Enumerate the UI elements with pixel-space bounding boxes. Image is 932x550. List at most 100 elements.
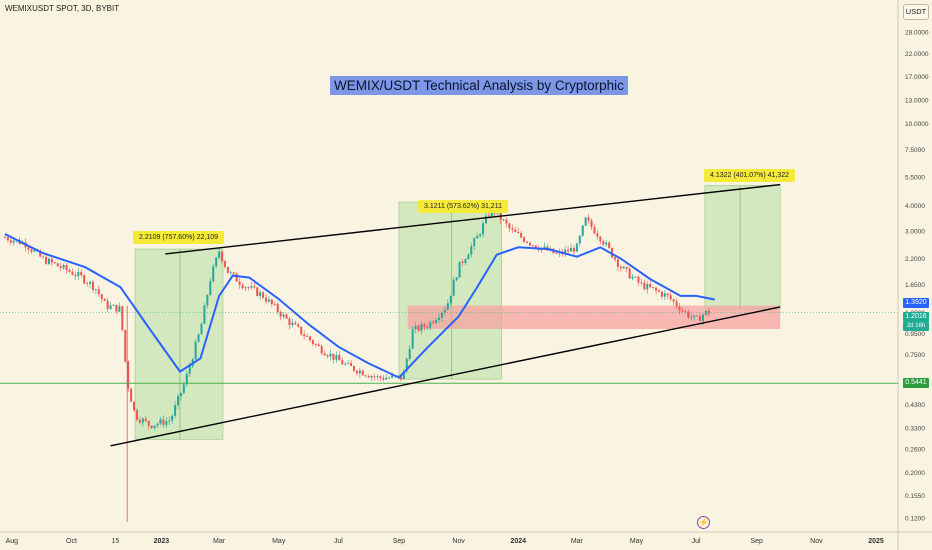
candle-body [235,273,238,282]
candle-body [311,340,314,345]
x-tick-label: Nov [810,538,823,545]
y-tick-label: 22.0000 [905,51,929,58]
candle-body [458,261,461,278]
x-tick-label: 15 [112,538,120,545]
candle-body [446,303,449,310]
candle-body [100,294,103,300]
candle-body [669,295,672,300]
candle-body [370,376,373,378]
candle-body [643,282,646,290]
candle-body [127,361,130,389]
candle-body [133,401,136,411]
candle-body [276,304,279,312]
candle-body [382,377,385,380]
currency-button[interactable]: USDT [903,4,929,20]
candle-body [209,281,212,295]
candle-body [109,305,112,309]
candle-body [473,238,476,247]
candle-body [47,258,50,264]
candle-body [528,242,531,246]
candle-body [593,227,596,234]
candle-body [141,418,144,423]
candle-body [484,215,487,224]
axes: 36.000028.000022.000017.000013.000010.00… [6,7,929,545]
candle-body [147,420,150,426]
candle-body [306,336,309,337]
candle-body [350,362,353,367]
candle-body [218,251,221,258]
candle-body [352,366,355,371]
candle-body [687,311,690,318]
candle-body [379,376,382,378]
candle-body [570,247,573,252]
candle-body [326,355,329,357]
x-tick-label: May [630,538,644,545]
candle-body [417,325,420,331]
candle-body [86,283,89,285]
candle-body [71,271,74,275]
candle-body [329,353,332,357]
candle-body [526,241,529,243]
candle-body [244,287,247,289]
upper-trendline [165,183,781,255]
candle-body [373,376,376,377]
candle-body [97,289,100,295]
candle-body [631,276,634,279]
candle-body [241,284,244,289]
candles [4,203,710,522]
candle-body [232,272,235,274]
candle-body [649,283,652,288]
y-tick-label: 0.1550 [905,493,925,500]
candle-body [215,257,218,267]
candle-body [226,266,229,274]
demand-zone [407,305,781,329]
candle-body [511,228,514,230]
lightning-icon[interactable]: ⚡ [697,516,710,529]
x-tick-label: Mar [571,538,584,545]
candle-body [303,334,306,337]
candle-body [112,304,115,306]
measurement-label-2: 3.1211 (573.62%) 31,211 [418,200,508,213]
candle-body [455,277,458,281]
candle-body [625,266,628,269]
candle-body [256,287,259,296]
candle-body [690,317,693,319]
target-zone [134,248,224,440]
candle-body [91,281,94,290]
candle-body [646,283,649,290]
candle-body [144,418,147,421]
candle-body [171,415,174,421]
candle-body [162,419,165,425]
candle-body [59,266,62,268]
candle-body [411,329,414,349]
target-zone [398,201,502,380]
candle-body [655,287,658,291]
x-tick-label: 2023 [154,538,170,545]
candle-body [68,270,71,272]
candle-body [435,319,438,323]
candle-body [611,247,614,258]
candle-body [534,245,537,249]
candle-body [666,293,669,296]
candle-body [177,396,180,406]
candle-body [476,235,479,239]
candle-body [505,219,508,224]
candle-body [221,251,224,262]
moving-average-line [4,233,715,379]
candle-body [385,377,388,380]
y-tick-label: 0.3300 [905,425,925,432]
candle-body [197,334,200,342]
candle-body [200,323,203,335]
measurement-label-1: 2.2109 (757.60%) 22,109 [133,231,225,244]
candle-body [438,317,441,320]
candle-body [159,419,162,424]
candle-body [605,242,608,245]
candle-body [391,375,394,378]
candle-body [65,265,68,271]
candle-body [640,282,643,284]
candle-body [338,355,341,361]
candle-body [452,280,455,296]
y-tick-label: 0.7500 [905,352,925,359]
candle-body [399,375,402,380]
candle-body [479,234,482,236]
